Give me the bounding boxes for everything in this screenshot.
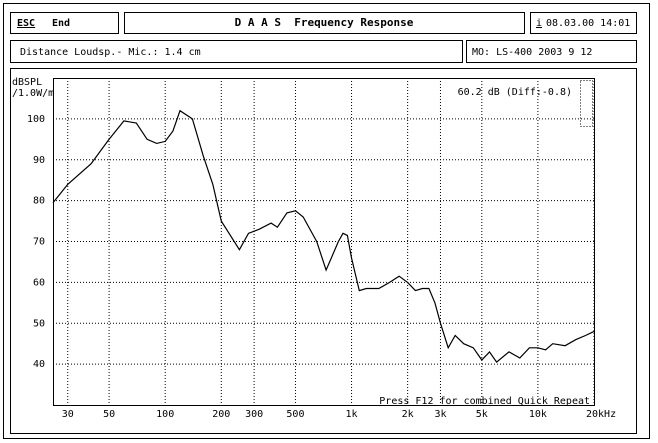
y-tick-label: 50 (33, 318, 45, 329)
date-box (530, 12, 637, 34)
model: MO: LS-400 2003 9 12 (472, 47, 592, 58)
x-tick-label: 200 (212, 409, 230, 420)
x-tick-label: 50 (103, 409, 115, 420)
esc-label[interactable]: End (52, 18, 70, 29)
window-title: D A A S Frequency Response (235, 16, 414, 29)
y-tick-label: 70 (33, 237, 45, 248)
x-tick-label: 500 (286, 409, 304, 420)
y-tick-label: 40 (33, 359, 45, 370)
scale-indicator (580, 80, 593, 127)
model-box (466, 40, 637, 63)
esc-button[interactable] (10, 12, 119, 34)
annotation: Press F12 for combined Quick Repeat (379, 396, 590, 407)
x-tick-label: 5k (476, 409, 488, 420)
distance-box (10, 40, 463, 63)
x-tick-label: 3k (434, 409, 446, 420)
distance: Distance Loudsp.- Mic.: 1.4 cm (20, 47, 201, 58)
title-box (124, 12, 525, 34)
annotation: 60.2 dB (Diff:-0.8) (458, 87, 572, 98)
info-key[interactable]: i (536, 18, 542, 29)
x-tick-label: 10k (529, 409, 547, 420)
x-tick-label: 2k (402, 409, 414, 420)
y-tick-label: 90 (33, 155, 45, 166)
esc-key[interactable]: ESC (17, 18, 35, 29)
x-tick-label: 100 (156, 409, 174, 420)
y-tick-label: 80 (33, 196, 45, 207)
chart-panel (10, 68, 637, 434)
x-tick-label: 300 (245, 409, 263, 420)
x-tick-label: 20kHz (586, 409, 616, 420)
y-tick-label: 60 (33, 277, 45, 288)
datetime: 08.03.00 14:01 (546, 18, 630, 29)
response-curve (52, 109, 595, 363)
y-axis-label: dBSPL (12, 77, 42, 88)
x-tick-label: 1k (346, 409, 358, 420)
y-axis-label: /1.0W/m (12, 88, 54, 99)
x-tick-label: 30 (62, 409, 74, 420)
y-tick-label: 100 (27, 114, 45, 125)
